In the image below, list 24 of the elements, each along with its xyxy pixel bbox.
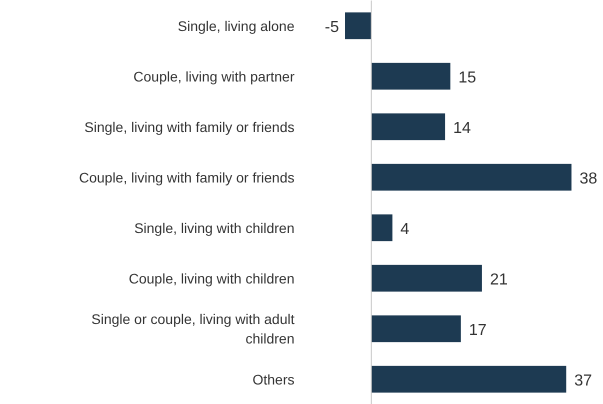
data-label: 14 <box>453 120 471 137</box>
data-label: 21 <box>490 271 508 288</box>
y-tick-label: Others <box>252 371 294 388</box>
y-tick-label: Couple, living with family or friends <box>78 169 294 186</box>
y-tick-label: Single or couple, living with adult children <box>91 311 295 346</box>
bar <box>371 113 446 140</box>
bar <box>371 315 461 342</box>
y-tick-label: Couple, living with children <box>128 270 295 286</box>
data-label: 37 <box>574 372 592 390</box>
bar <box>371 366 566 393</box>
bar <box>371 264 482 292</box>
data-label: 15 <box>458 69 476 86</box>
data-label: 4 <box>400 220 410 238</box>
bar <box>371 62 450 90</box>
bar <box>371 214 392 242</box>
y-tick-label: Single, living with children <box>134 220 295 236</box>
bar <box>345 12 372 40</box>
data-label: 38 <box>579 170 598 188</box>
data-label: -5 <box>324 18 340 36</box>
y-tick-label: Couple, living with partner <box>133 68 295 84</box>
data-label: 17 <box>468 322 487 339</box>
y-tick-label: Single, living alone <box>178 18 295 34</box>
bar <box>371 164 572 191</box>
y-tick-label: Single, living with family or friends <box>84 118 295 135</box>
